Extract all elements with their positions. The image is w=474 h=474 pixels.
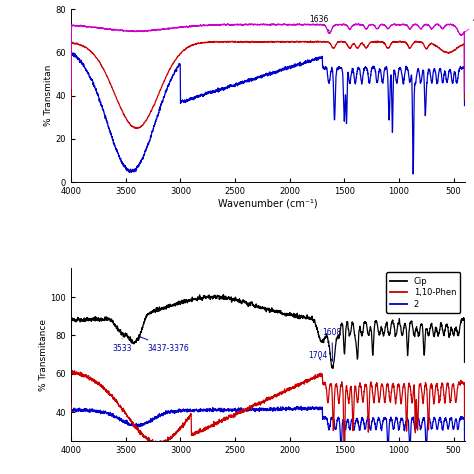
Y-axis label: % Transmitan: % Transmitan bbox=[44, 65, 53, 127]
Text: 3533: 3533 bbox=[113, 338, 132, 353]
Text: 3437-3376: 3437-3376 bbox=[139, 337, 189, 353]
Text: 1636: 1636 bbox=[310, 16, 329, 31]
Text: 1608: 1608 bbox=[322, 328, 342, 361]
Text: 1704: 1704 bbox=[308, 351, 328, 360]
X-axis label: Wavenumber (cm⁻¹): Wavenumber (cm⁻¹) bbox=[218, 199, 318, 209]
Y-axis label: % Transmitance: % Transmitance bbox=[39, 319, 48, 391]
Text: 430: 430 bbox=[464, 16, 474, 34]
Legend: Cip, 1,10-Phen, 2: Cip, 1,10-Phen, 2 bbox=[386, 273, 460, 313]
